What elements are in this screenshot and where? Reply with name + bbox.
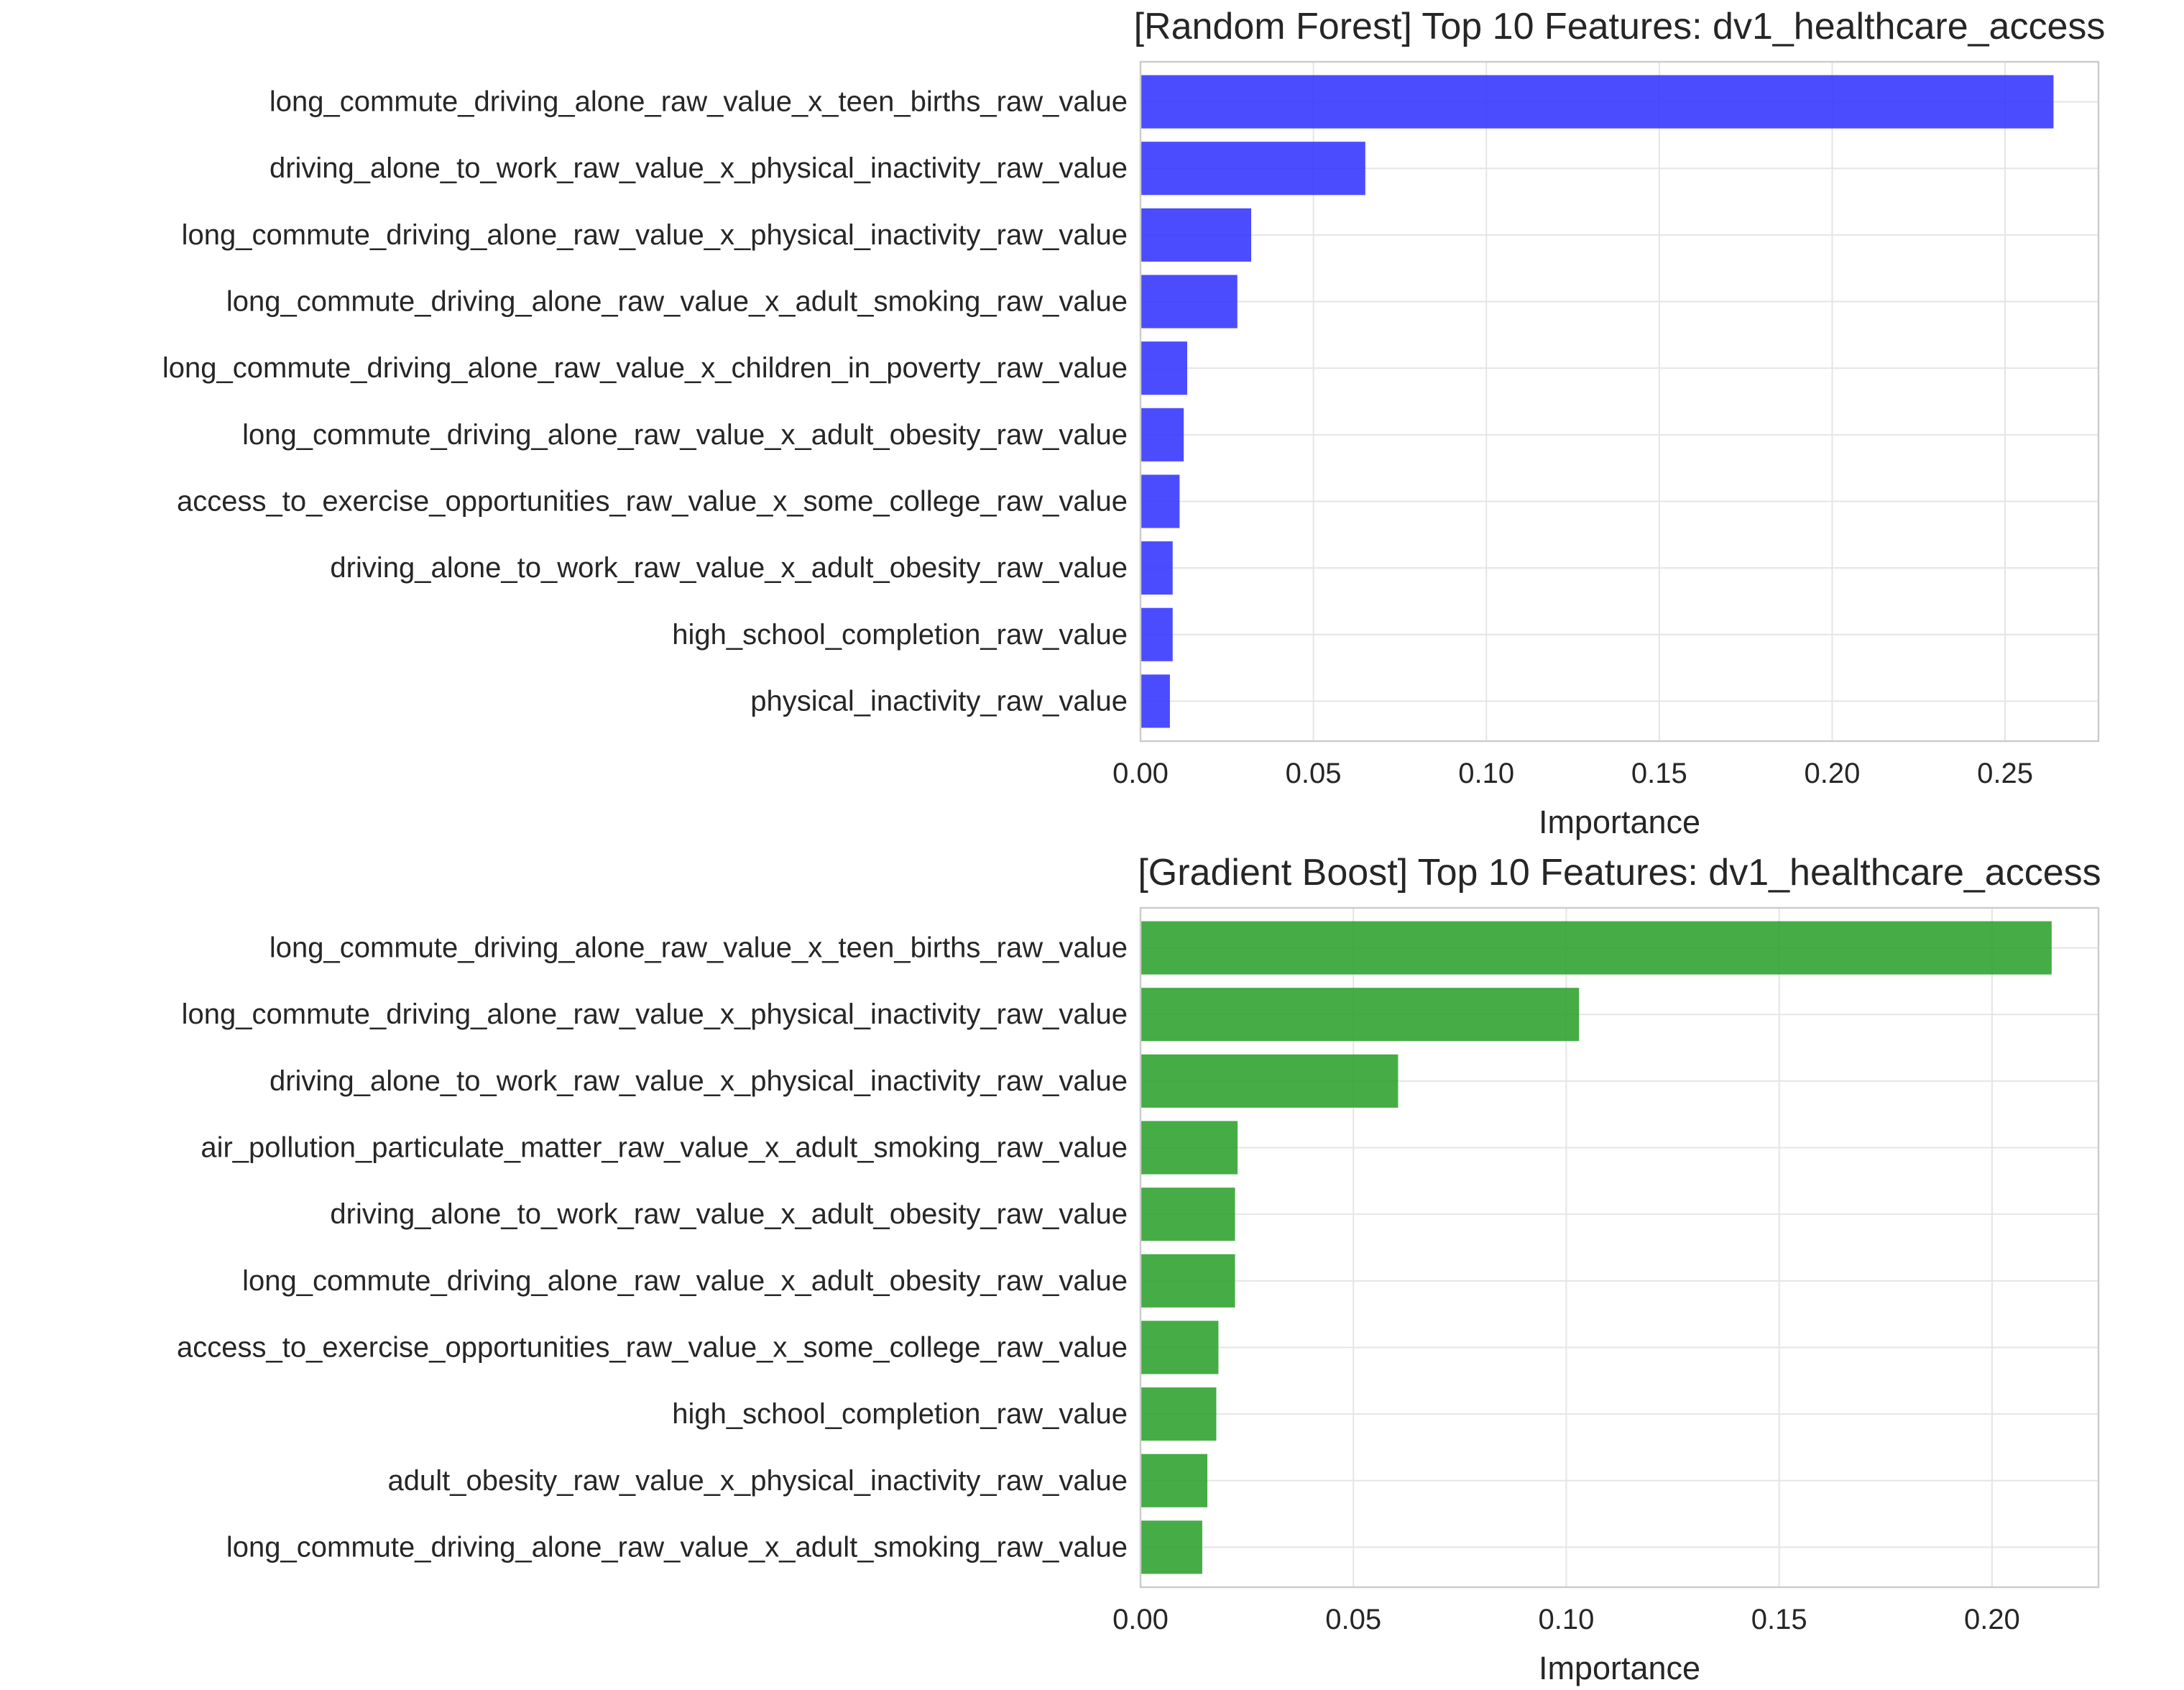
rf-bar-8: [1141, 607, 1173, 661]
gb-category-label-2: driving_alone_to_work_raw_value_x_physic…: [269, 1065, 1128, 1097]
gb-bar-1: [1141, 988, 1580, 1042]
rf-category-label-6: access_to_exercise_opportunities_raw_val…: [177, 485, 1128, 517]
gb-category-label-6: access_to_exercise_opportunities_raw_val…: [177, 1331, 1128, 1363]
gb-bar-5: [1141, 1254, 1235, 1308]
gb-chart-title: [Gradient Boost] Top 10 Features: dv1_he…: [1138, 852, 2101, 894]
rf-category-label-8: high_school_completion_raw_value: [672, 619, 1128, 651]
gb-bar-3: [1141, 1121, 1238, 1175]
rf-plot-frame: [1139, 60, 2100, 743]
rf-category-label-2: long_commute_driving_alone_raw_value_x_p…: [182, 219, 1128, 251]
rf-bar-0: [1141, 75, 2054, 129]
gb-bar-6: [1141, 1321, 1219, 1374]
rf-bar-5: [1141, 408, 1184, 461]
rf-xtick-label-0: 0.00: [1112, 758, 1169, 789]
gb-bar-4: [1141, 1188, 1235, 1241]
gb-category-label-8: adult_obesity_raw_value_x_physical_inact…: [388, 1465, 1128, 1497]
rf-category-label-3: long_commute_driving_alone_raw_value_x_a…: [226, 286, 1128, 318]
gb-xaxis-label: Importance: [1539, 1650, 1700, 1686]
gb-category-label-5: long_commute_driving_alone_raw_value_x_a…: [242, 1265, 1128, 1297]
rf-category-label-7: driving_alone_to_work_raw_value_x_adult_…: [330, 552, 1128, 584]
gb-category-label-7: high_school_completion_raw_value: [672, 1398, 1128, 1430]
gb-bar-9: [1141, 1520, 1202, 1574]
rf-bar-1: [1141, 142, 1365, 196]
rf-xtick-label-2: 0.10: [1458, 758, 1514, 789]
gb-bar-2: [1141, 1054, 1399, 1108]
rf-category-label-9: physical_inactivity_raw_value: [750, 685, 1128, 717]
gb-category-label-0: long_commute_driving_alone_raw_value_x_t…: [269, 932, 1128, 964]
gb-category-label-4: driving_alone_to_work_raw_value_x_adult_…: [330, 1198, 1128, 1230]
gb-xtick-label-4: 0.20: [1964, 1604, 2020, 1635]
rf-category-label-5: long_commute_driving_alone_raw_value_x_a…: [242, 419, 1128, 451]
rf-bar-6: [1141, 474, 1180, 528]
rf-bar-7: [1141, 541, 1173, 595]
gb-xtick-label-1: 0.05: [1325, 1604, 1381, 1635]
gb-bar-8: [1141, 1454, 1208, 1507]
gb-category-label-3: air_pollution_particulate_matter_raw_val…: [201, 1132, 1128, 1164]
rf-category-label-0: long_commute_driving_alone_raw_value_x_t…: [269, 86, 1128, 118]
gb-xtick-label-0: 0.00: [1112, 1604, 1169, 1635]
gb-xtick-label-3: 0.15: [1751, 1604, 1807, 1635]
rf-xtick-label-1: 0.05: [1286, 758, 1342, 789]
gb-category-label-9: long_commute_driving_alone_raw_value_x_a…: [226, 1531, 1128, 1563]
rf-xtick-label-4: 0.20: [1805, 758, 1861, 789]
gb-xtick-label-2: 0.10: [1539, 1604, 1595, 1635]
gb-bar-7: [1141, 1387, 1217, 1441]
rf-xaxis-label: Importance: [1539, 804, 1700, 840]
rf-bar-4: [1141, 341, 1187, 395]
rf-bar-2: [1141, 208, 1251, 262]
gb-bar-0: [1141, 921, 2052, 975]
gb-category-label-1: long_commute_driving_alone_raw_value_x_p…: [182, 998, 1128, 1030]
rf-xtick-label-5: 0.25: [1977, 758, 2033, 789]
rf-xtick-label-3: 0.15: [1631, 758, 1687, 789]
rf-category-label-1: driving_alone_to_work_raw_value_x_physic…: [269, 152, 1128, 184]
rf-bar-3: [1141, 275, 1238, 329]
rf-category-label-4: long_commute_driving_alone_raw_value_x_c…: [162, 352, 1128, 384]
gb-plot-frame: [1139, 906, 2100, 1589]
rf-chart-title: [Random Forest] Top 10 Features: dv1_hea…: [1134, 6, 2106, 47]
rf-bar-9: [1141, 674, 1170, 728]
